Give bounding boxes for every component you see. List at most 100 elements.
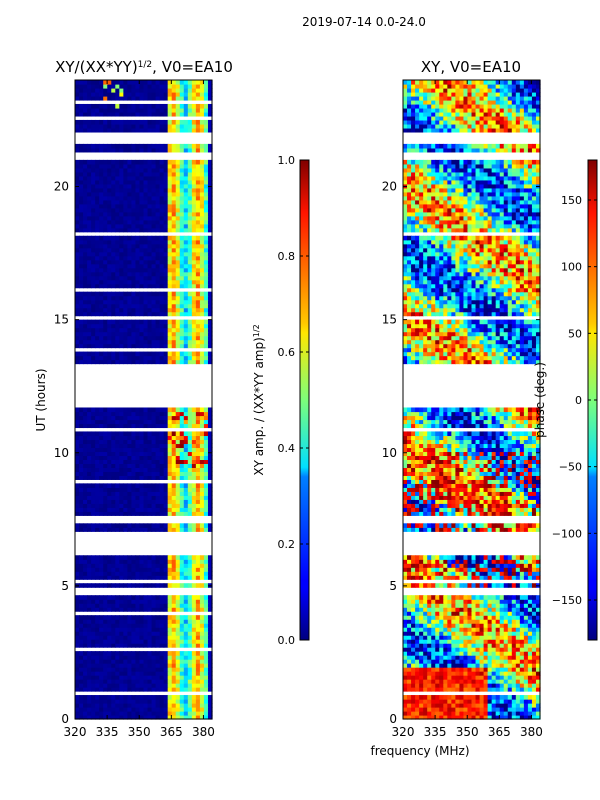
heatmap-cell [167,583,173,588]
heatmap-cell [131,667,137,672]
heatmap-cell [147,191,153,197]
heatmap-cell [183,223,189,229]
heatmap-cell [147,679,153,684]
heatmap-cell [199,683,205,688]
heatmap-cell [447,711,452,716]
heatmap-cell [195,219,201,225]
heatmap-cell [203,235,209,241]
heatmap-cell [103,651,108,656]
heatmap-cell [159,495,165,500]
heatmap-cell [83,203,88,209]
heatmap-cell [507,699,513,704]
heatmap-cell [155,575,161,580]
heatmap-cell [443,643,448,648]
heatmap-cell [203,303,209,309]
heatmap-cell [127,167,133,173]
heatmap-cell [511,663,517,668]
heatmap-cell [103,667,108,672]
heatmap-cell [159,307,165,313]
heatmap-cell [99,443,104,449]
heatmap-cell [419,675,424,680]
heatmap-cell [459,663,465,668]
heatmap-cell [123,311,128,317]
heatmap-cell [199,271,205,277]
heatmap-cell [499,663,505,668]
heatmap-cell [459,711,465,716]
heatmap-cell [203,351,209,357]
heatmap-cell [75,435,80,441]
heatmap-cell [95,655,100,660]
heatmap-cell [143,695,149,700]
heatmap-cell [139,419,145,425]
heatmap-cell [175,495,181,500]
heatmap-cell [535,655,541,660]
heatmap-cell [163,467,169,472]
heatmap-cell [79,119,84,125]
heatmap-cell [107,623,112,628]
heatmap-cell [171,527,177,532]
heatmap-cell [111,80,116,85]
heatmap-cell [91,563,96,568]
heatmap-cell [99,651,104,656]
heatmap-cell [83,335,88,341]
heatmap-cell [87,431,92,437]
heatmap-cell [203,475,209,480]
heatmap-cell [119,655,124,660]
heatmap-cell [91,431,96,437]
heatmap-cell [123,655,128,660]
heatmap-cell [159,107,165,113]
heatmap-cell [207,255,213,261]
heatmap-cell [191,247,197,253]
heatmap-cell [487,687,493,692]
heatmap-cell [167,343,173,349]
heatmap-cell [191,207,197,213]
heatmap-cell [163,267,169,273]
heatmap-cell [207,295,213,301]
heatmap-cell [103,107,108,113]
heatmap-cell [87,211,92,217]
heatmap-cell [127,163,133,169]
heatmap-cell [423,667,428,672]
heatmap-cell [435,623,440,628]
heatmap-cell [171,199,177,205]
heatmap-cell [207,635,213,640]
heatmap-cell [107,103,112,109]
heatmap-cell [87,527,92,532]
heatmap-cell [99,80,104,85]
heatmap-cell [119,463,124,468]
heatmap-cell [167,335,173,341]
heatmap-cell [439,651,444,656]
heatmap-cell [415,671,420,676]
heatmap-cell [143,595,149,600]
heatmap-cell [135,191,141,197]
heatmap-cell [111,459,116,464]
heatmap-cell [135,263,141,269]
heatmap-cell [159,255,165,261]
heatmap-cell [435,687,440,692]
heatmap-cell [123,623,128,628]
heatmap-cell [159,275,165,281]
heatmap-cell [199,275,205,281]
heatmap-cell [75,471,80,476]
heatmap-cell [471,695,477,700]
heatmap-cell [111,351,116,357]
heatmap-cell [535,623,541,628]
heatmap-cell [127,207,133,213]
heatmap-cell [175,267,181,273]
heatmap-cell [519,699,525,704]
heatmap-cell [191,595,197,600]
heatmap-cell [499,699,505,704]
heatmap-cell [119,263,124,269]
heatmap-cell [191,83,197,89]
heatmap-cell [203,207,209,213]
heatmap-cell [79,583,84,588]
heatmap-cell [75,459,80,464]
heatmap-cell [91,275,96,281]
heatmap-cell [527,651,533,656]
heatmap-cell [151,87,157,93]
heatmap-cell [91,239,96,245]
amplitude-heatmap [74,79,213,720]
heatmap-cell [451,679,456,684]
heatmap-cell [191,499,197,504]
heatmap-cell [139,595,145,600]
